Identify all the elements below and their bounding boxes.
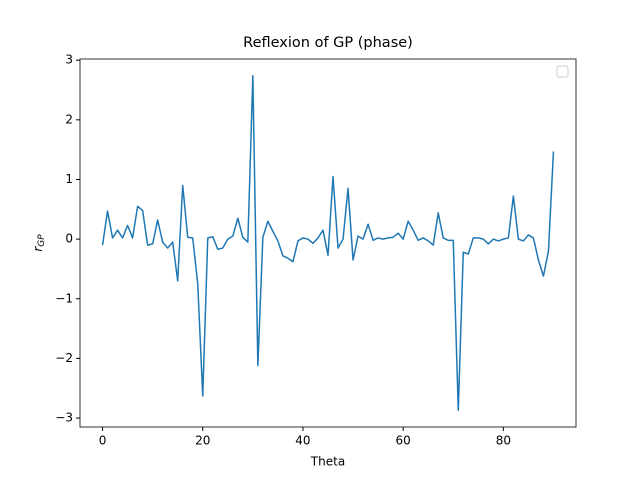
y-tick-label: 0 xyxy=(65,232,73,246)
chart-title: Reflexion of GP (phase) xyxy=(243,35,413,51)
x-tick-label: 80 xyxy=(496,434,511,448)
y-tick-label: 3 xyxy=(65,53,73,67)
y-axis-label-sub: GP xyxy=(37,234,47,247)
y-tick-label: −2 xyxy=(55,351,73,365)
y-axis-label-main: r xyxy=(31,246,45,252)
y-tick-label: 2 xyxy=(65,112,73,126)
x-tick-label: 60 xyxy=(396,434,411,448)
x-axis-label: Theta xyxy=(310,455,345,469)
y-axis-label: rGP xyxy=(31,234,47,252)
x-tick-label: 20 xyxy=(195,434,210,448)
y-tick-label: −3 xyxy=(55,411,73,425)
x-tick-label: 0 xyxy=(99,434,107,448)
legend xyxy=(556,65,569,78)
x-tick-label: 40 xyxy=(295,434,310,448)
plot-frame xyxy=(79,58,577,428)
y-tick-label: −1 xyxy=(55,291,73,305)
data-line xyxy=(101,74,555,412)
y-tick-label: 1 xyxy=(65,172,73,186)
